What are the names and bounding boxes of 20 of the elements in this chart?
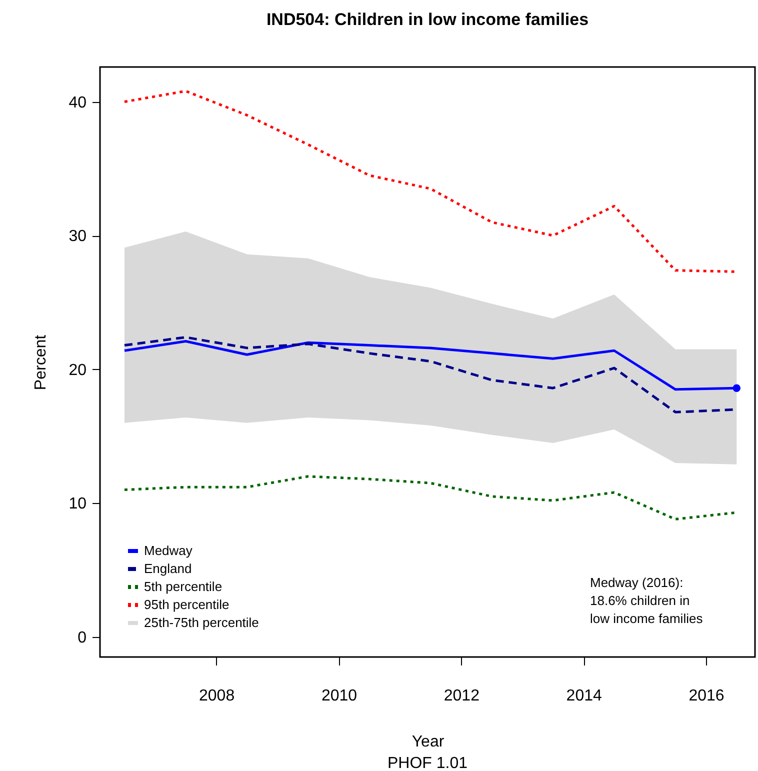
x-tick-label: 2012: [444, 688, 480, 704]
legend-label: England: [144, 561, 192, 576]
x-tick-label: 2014: [566, 688, 602, 704]
y-axis-title: Percent: [32, 334, 50, 390]
legend-label: Medway: [144, 543, 193, 558]
legend-label: 25th-75th percentile: [144, 615, 259, 630]
x-axis-title: Year: [412, 734, 445, 750]
x-tick-label: 2008: [199, 688, 235, 704]
y-tick-label: 30: [68, 228, 87, 246]
text: PHOF 1.01: [387, 755, 468, 771]
y-tick-label: 10: [68, 496, 87, 513]
y-tick-label: 40: [68, 94, 87, 112]
legend-label: 5th percentile: [144, 579, 222, 594]
y-tick-label: 20: [68, 362, 87, 379]
y-tick-label: 0: [78, 629, 87, 646]
annotation: Medway (2016): 18.6% children in low income families: [590, 575, 704, 626]
x-tick-label: 2016: [688, 688, 724, 704]
legend-label: 95th percentile: [144, 597, 230, 612]
chart-title: IND504: Children in low income families: [266, 10, 589, 29]
x-tick-label: 2010: [321, 688, 358, 704]
